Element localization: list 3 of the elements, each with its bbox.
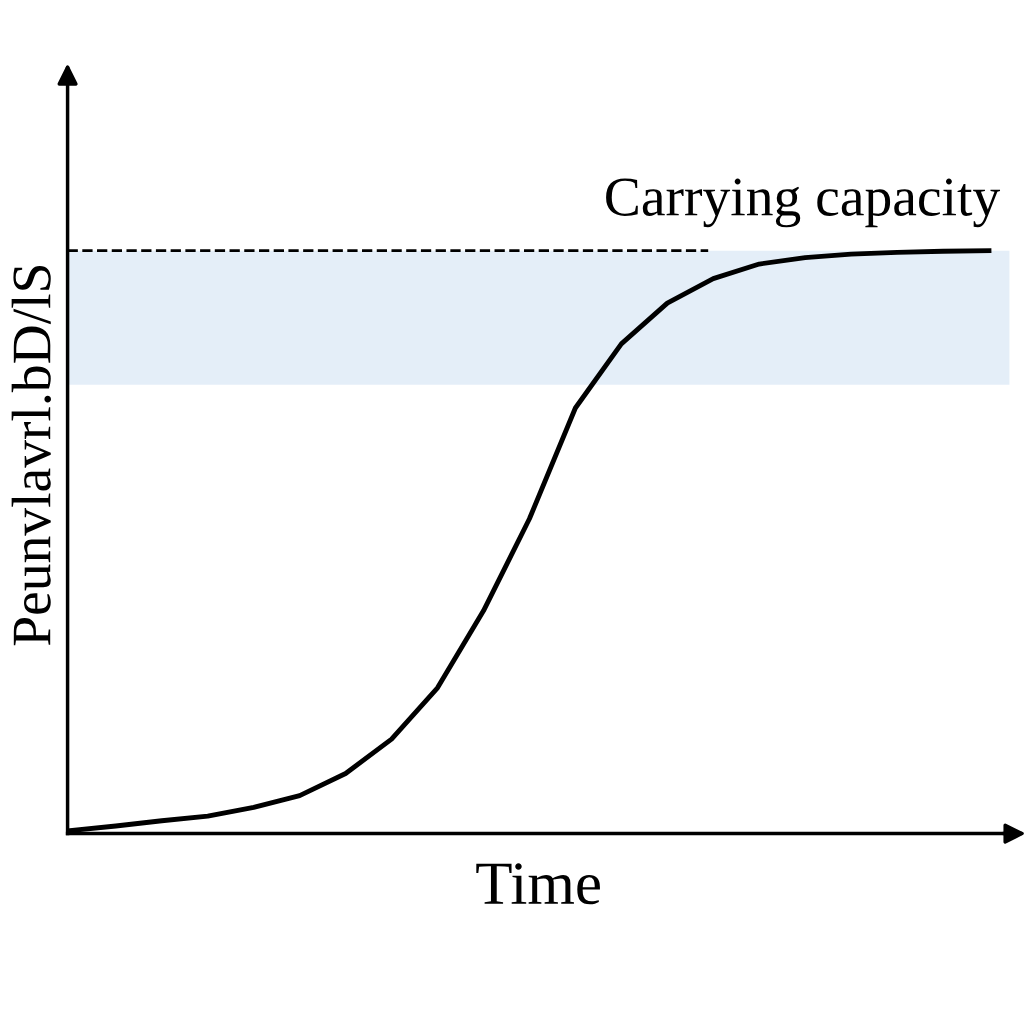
- ref-line-label: Carrying capacity: [606, 178, 1001, 228]
- y-axis-title: Peunvlavrl.bD/lS: [11, 265, 51, 646]
- x-axis-title: Time: [476, 863, 600, 905]
